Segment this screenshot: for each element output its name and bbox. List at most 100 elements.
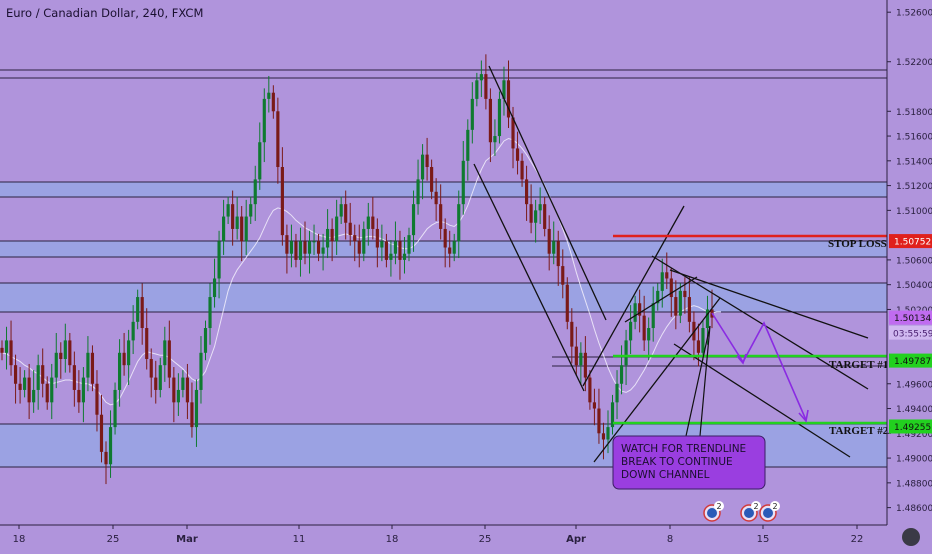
x-tick-label: 15 xyxy=(757,534,770,545)
candle-body xyxy=(18,383,22,390)
x-tick-label: Apr xyxy=(566,534,586,545)
candle-body xyxy=(335,216,339,242)
candle-body xyxy=(538,204,542,211)
descending-channel-lower[interactable] xyxy=(673,343,851,458)
candle-body xyxy=(140,297,144,329)
sr-band xyxy=(0,283,887,312)
price-axis[interactable] xyxy=(887,0,932,525)
tradingview-logo-icon[interactable] xyxy=(902,528,920,546)
candle-body xyxy=(244,216,248,242)
sr-band xyxy=(0,241,887,257)
candle-body xyxy=(226,204,230,217)
candle-body xyxy=(588,377,592,403)
forecast-arrow xyxy=(798,409,809,423)
candle-body xyxy=(81,377,85,403)
candle-body xyxy=(411,204,416,236)
candle-body xyxy=(484,74,488,99)
candle-body xyxy=(357,241,361,254)
candle-body xyxy=(145,328,149,359)
candle-body xyxy=(222,216,226,242)
candle-body xyxy=(656,290,660,304)
up-channel-lower[interactable] xyxy=(593,297,721,463)
x-tick-label: 25 xyxy=(479,534,492,545)
candle-body xyxy=(371,216,375,229)
candle-body xyxy=(665,272,669,279)
y-tick-label: 1.49200 xyxy=(896,430,932,440)
candle-body xyxy=(117,352,122,390)
candle-body xyxy=(375,228,379,248)
candle-body xyxy=(366,216,370,229)
candle-body xyxy=(90,352,95,384)
x-tick-label: 8 xyxy=(667,534,673,545)
candle-body xyxy=(212,278,217,298)
y-tick-label: 1.51200 xyxy=(896,182,932,192)
candle-body xyxy=(104,451,108,465)
candle-body xyxy=(163,340,167,366)
y-tick-label: 1.48800 xyxy=(896,479,932,489)
candle-body xyxy=(556,241,560,267)
candle-body xyxy=(525,179,529,205)
candle-body xyxy=(194,389,199,428)
candle-body xyxy=(511,117,515,149)
down-channel-upper[interactable] xyxy=(488,65,607,321)
x-tick-label: 18 xyxy=(13,534,26,545)
candle-body xyxy=(41,365,45,384)
candle-body xyxy=(131,321,135,341)
forecast-arrow xyxy=(736,353,747,365)
candle-body xyxy=(294,241,298,260)
price-tag-label: 1.49787 xyxy=(894,357,931,367)
candle-body xyxy=(72,365,76,390)
candle-body xyxy=(208,297,212,329)
price-tags: 1.50752 1.50134 03:55:59 1.49787 1.49255 xyxy=(889,234,932,434)
event-count: 2 xyxy=(716,502,721,511)
candle-body xyxy=(303,241,307,254)
candle-body xyxy=(466,129,470,161)
descending-channel-mid[interactable] xyxy=(669,269,869,339)
candle-body xyxy=(506,80,511,118)
candle-body xyxy=(448,247,452,254)
candle-body xyxy=(497,98,502,137)
candle-body xyxy=(457,204,461,242)
event-badges: 2 2 2 xyxy=(703,501,780,522)
moving-average-layer xyxy=(1,137,721,406)
candle-body xyxy=(32,389,36,403)
candle-body xyxy=(127,340,131,366)
candle-body xyxy=(678,290,682,316)
candle-body xyxy=(0,347,4,353)
price-tag-target xyxy=(889,419,932,434)
callout-pointer xyxy=(699,325,711,437)
candle-body xyxy=(430,167,434,192)
event-count-bubble xyxy=(770,501,780,511)
down-channel-lower[interactable] xyxy=(473,163,585,392)
candle-body xyxy=(326,228,330,248)
descending-channel-upper[interactable] xyxy=(651,255,869,390)
candle-body xyxy=(443,228,447,248)
y-tick-label: 1.52600 xyxy=(896,9,932,19)
y-tick-label: 1.49400 xyxy=(896,405,932,415)
time-axis[interactable] xyxy=(0,525,932,550)
candle-body xyxy=(660,272,664,291)
candle-body xyxy=(502,80,506,99)
candle-body xyxy=(68,340,72,366)
chart-title: Euro / Canadian Dollar, 240, FXCM xyxy=(6,6,204,20)
candle-body xyxy=(203,328,208,353)
price-tag-target xyxy=(889,353,932,368)
candle-body xyxy=(185,377,189,403)
candle-body xyxy=(217,241,221,279)
trendlines xyxy=(473,65,869,463)
flag-eu-icon xyxy=(744,508,754,518)
candle-body xyxy=(642,315,646,341)
candle-body xyxy=(23,377,27,390)
candle-body xyxy=(434,191,438,205)
y-tick-label: 1.51800 xyxy=(896,108,932,118)
candle-body xyxy=(629,321,633,341)
candle-body xyxy=(339,204,343,217)
candle-body xyxy=(271,92,275,112)
rising-wedge-upper[interactable] xyxy=(624,276,698,323)
flag-eu-icon xyxy=(707,508,717,518)
candle-body xyxy=(276,111,280,168)
candle-body xyxy=(231,204,235,229)
callout-box[interactable] xyxy=(612,435,766,490)
